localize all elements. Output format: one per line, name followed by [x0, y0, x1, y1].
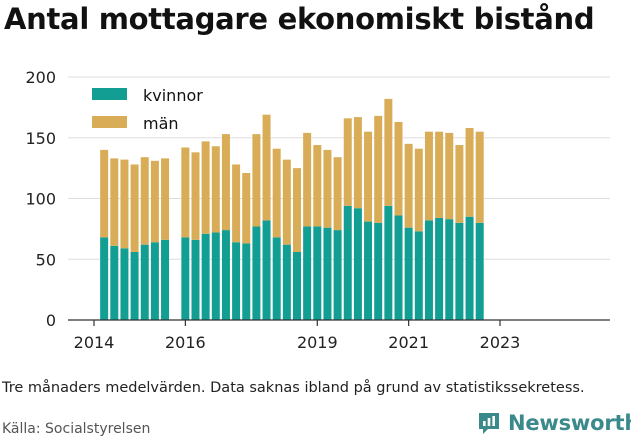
- y-axis-tick-labels: 0 50 100 150 200: [25, 68, 56, 330]
- bar-man: [272, 148, 281, 238]
- bar-kvinnor: [252, 226, 261, 320]
- y-tick-label: 50: [36, 250, 56, 269]
- bar-kvinnor: [465, 216, 474, 320]
- bar-kvinnor: [130, 251, 139, 320]
- bar-kvinnor: [303, 226, 312, 320]
- bar-man: [161, 158, 170, 240]
- bar-kvinnor: [374, 222, 383, 320]
- bar-kvinnor: [221, 230, 230, 320]
- bar-man: [201, 141, 210, 234]
- bar-kvinnor: [353, 208, 362, 320]
- bar-man: [150, 160, 159, 243]
- bar-kvinnor: [191, 239, 200, 320]
- bar-man: [465, 128, 474, 217]
- bar-man: [252, 134, 261, 227]
- bar-kvinnor: [424, 220, 433, 320]
- bar-kvinnor: [181, 237, 190, 320]
- legend: kvinnor män: [92, 86, 203, 133]
- bar-man: [353, 117, 362, 209]
- bar-kvinnor: [364, 221, 373, 320]
- bar-man: [232, 164, 241, 243]
- bar-kvinnor: [343, 205, 352, 320]
- bar-kvinnor: [150, 242, 159, 320]
- legend-label-kvinnor: kvinnor: [143, 86, 203, 105]
- bar-man: [282, 159, 291, 245]
- bar-man: [374, 115, 383, 223]
- legend-label-man: män: [143, 114, 179, 133]
- bar-man: [424, 131, 433, 221]
- bar-man: [394, 121, 403, 216]
- bars: [100, 98, 484, 320]
- bar-man: [364, 131, 373, 222]
- bar-kvinnor: [414, 231, 423, 320]
- bar-man: [303, 132, 312, 227]
- bar-man: [211, 146, 220, 233]
- bar-man: [110, 158, 119, 246]
- bar-man: [343, 118, 352, 206]
- y-tick-label: 100: [25, 190, 56, 209]
- bar-kvinnor: [333, 230, 342, 320]
- bar-kvinnor: [394, 215, 403, 320]
- bar-man: [140, 157, 149, 245]
- y-tick-label: 150: [25, 129, 56, 148]
- bar-chart-logo-icon: [479, 413, 499, 434]
- bar-kvinnor: [272, 237, 281, 320]
- bar-kvinnor: [445, 219, 454, 320]
- bar-man: [120, 159, 129, 249]
- chart-title: Antal mottagare ekonomiskt bistånd: [4, 2, 595, 36]
- chart-caption: Tre månaders medelvärden. Data saknas ib…: [2, 380, 585, 396]
- bar-man: [323, 149, 332, 228]
- bar-kvinnor: [211, 232, 220, 320]
- bar-man: [130, 164, 139, 252]
- bar-man: [435, 131, 444, 218]
- x-tick-label: 2014: [74, 333, 115, 352]
- bar-man: [384, 98, 393, 206]
- bar-man: [475, 131, 484, 223]
- legend-swatch-man: [92, 116, 127, 128]
- bar-kvinnor: [313, 226, 322, 320]
- bar-kvinnor: [293, 251, 301, 320]
- brand-name: Newsworthy: [508, 411, 631, 435]
- bar-kvinnor: [100, 237, 109, 320]
- bar-man: [414, 148, 423, 232]
- bar-kvinnor: [120, 248, 129, 320]
- x-tick-label: 2016: [165, 333, 206, 352]
- bar-man: [313, 145, 322, 227]
- bar-kvinnor: [282, 244, 291, 320]
- y-tick-label: 0: [46, 311, 56, 330]
- bar-man: [455, 145, 464, 223]
- bar-kvinnor: [161, 239, 170, 320]
- bar-kvinnor: [110, 245, 119, 320]
- bar-man: [221, 134, 230, 231]
- brand-logo: Newsworthy: [476, 410, 631, 436]
- legend-swatch-kvinnor: [92, 88, 127, 100]
- y-tick-label: 200: [25, 68, 56, 87]
- bar-man: [404, 143, 413, 228]
- stacked-bar-chart: 0 50 100 150 200 2014 2016 2019 2021 2023 kvinno…: [25, 68, 610, 352]
- bar-kvinnor: [455, 222, 464, 320]
- bar-kvinnor: [232, 242, 241, 320]
- bar-kvinnor: [384, 205, 393, 320]
- bar-man: [100, 149, 109, 238]
- x-tick-label: 2021: [388, 333, 429, 352]
- bar-kvinnor: [435, 217, 444, 320]
- bar-kvinnor: [201, 233, 210, 320]
- bar-kvinnor: [242, 243, 251, 320]
- source-note: Källa: Socialstyrelsen: [2, 421, 151, 437]
- bar-man: [181, 147, 190, 238]
- bar-man: [191, 152, 200, 240]
- bar-man: [333, 157, 342, 231]
- bar-man: [293, 168, 301, 252]
- x-tick-label: 2019: [297, 333, 338, 352]
- bar-man: [242, 172, 251, 244]
- bar-kvinnor: [323, 227, 332, 320]
- bar-kvinnor: [262, 220, 271, 320]
- bar-kvinnor: [404, 227, 413, 320]
- bar-kvinnor: [475, 222, 484, 320]
- bar-man: [262, 114, 271, 221]
- x-tick-label: 2023: [480, 333, 521, 352]
- bar-kvinnor: [140, 244, 149, 320]
- bar-man: [445, 132, 454, 220]
- x-axis: 2014 2016 2019 2021 2023: [68, 319, 610, 352]
